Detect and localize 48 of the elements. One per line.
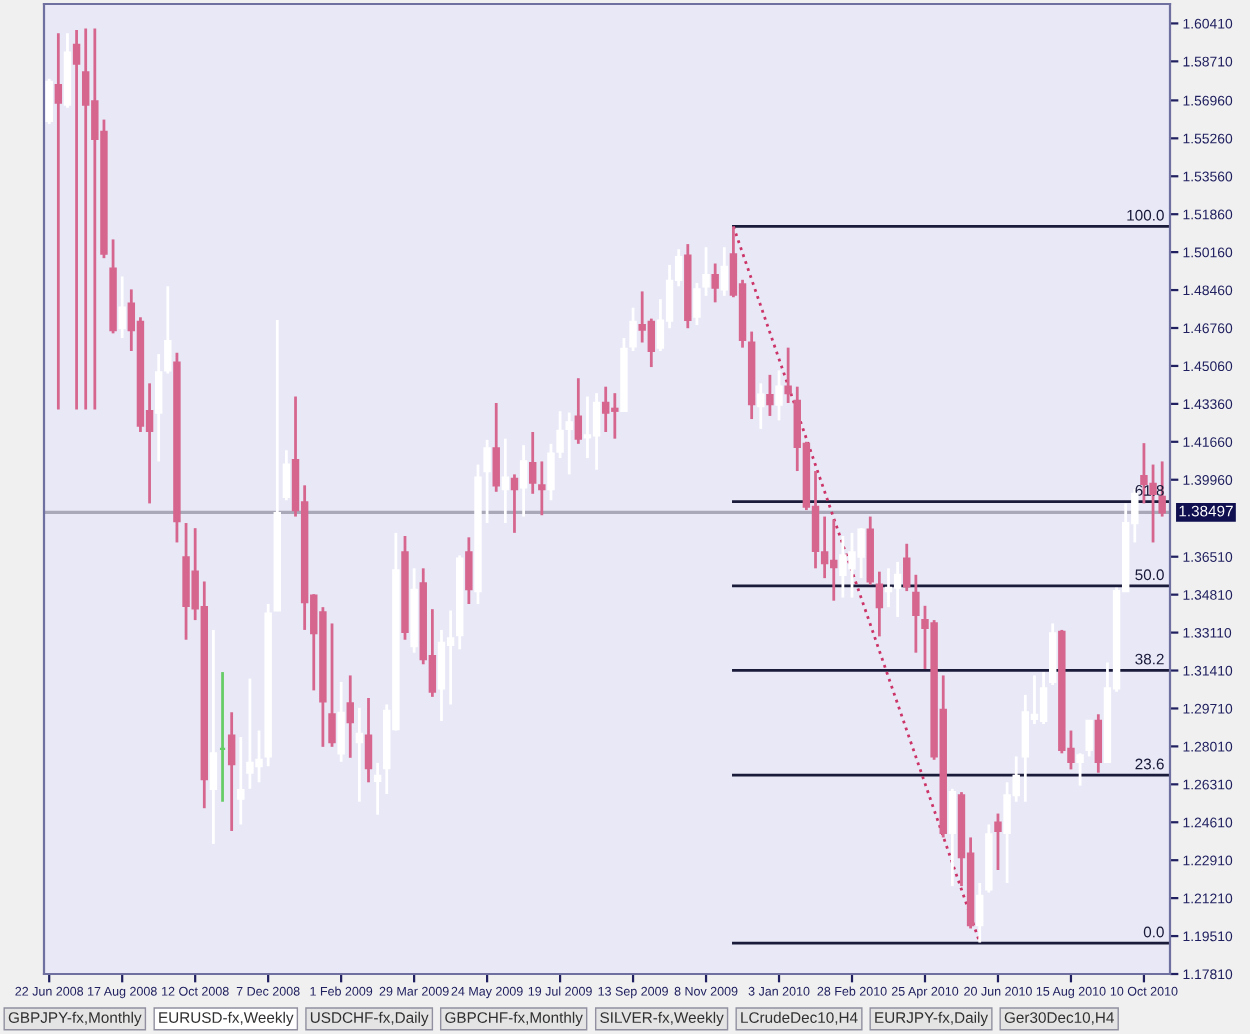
candlestick [912, 573, 920, 655]
candlestick [373, 761, 382, 817]
candlestick [483, 438, 491, 525]
candlestick [346, 674, 354, 760]
candlestick [519, 443, 528, 518]
candlestick [903, 542, 911, 593]
candlestick [1076, 751, 1084, 788]
candlestick [775, 369, 783, 422]
candlestick [364, 696, 373, 784]
candlestick [45, 77, 53, 126]
candlestick [54, 31, 63, 411]
candlestick [337, 680, 345, 764]
candlestick [209, 628, 218, 846]
candlestick [976, 881, 984, 944]
candlestick [355, 706, 364, 804]
candlestick [510, 472, 519, 535]
candlestick [118, 275, 126, 340]
candlestick [1021, 693, 1030, 804]
candlestick [784, 346, 792, 405]
candlestick [711, 262, 719, 304]
candlestick [538, 460, 546, 517]
candlestick [227, 710, 236, 833]
candlestick [1039, 670, 1048, 726]
candlestick [1094, 712, 1103, 775]
candlestick [465, 535, 473, 606]
candlestick [1085, 719, 1093, 758]
candlestick [237, 735, 245, 826]
candlestick [948, 787, 957, 888]
candlestick [757, 381, 765, 431]
candlestick [492, 401, 500, 494]
candlestick [702, 245, 710, 298]
candlestick [437, 628, 446, 723]
candlestick [592, 391, 601, 472]
candlestick [565, 411, 573, 476]
candlestick [693, 281, 701, 327]
candlestick [529, 430, 537, 496]
candlestick [893, 560, 902, 619]
candlestick [583, 395, 592, 460]
candlestick [994, 812, 1002, 872]
candlestick [720, 245, 729, 298]
candlestick [501, 437, 510, 525]
candlestick [766, 373, 774, 418]
candlestick [72, 28, 81, 411]
candlestick [884, 566, 893, 609]
candlestick [875, 570, 884, 638]
candlestick [282, 448, 291, 502]
candlestick [574, 376, 583, 446]
candlestick [328, 622, 336, 749]
